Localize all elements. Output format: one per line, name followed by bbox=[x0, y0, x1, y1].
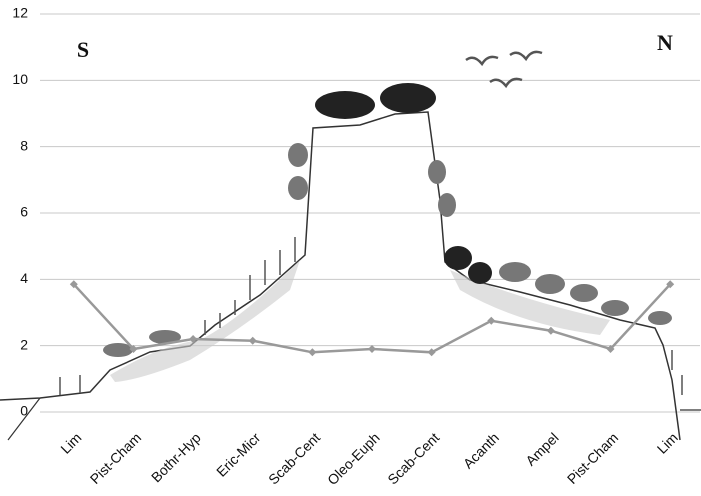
marker bbox=[487, 316, 496, 325]
annotation: S bbox=[77, 37, 89, 62]
marker bbox=[189, 335, 198, 344]
marker bbox=[546, 326, 555, 335]
vegetation-profile bbox=[0, 50, 701, 441]
x-tick-label: Acanth bbox=[460, 429, 502, 471]
y-tick-label: 8 bbox=[20, 137, 28, 153]
x-tick-label: Oleo-Euph bbox=[324, 429, 383, 488]
marker bbox=[308, 348, 317, 357]
x-tick-label: Lim bbox=[654, 429, 681, 456]
y-tick-label: 0 bbox=[20, 403, 28, 419]
x-tick-label: Eric-Micr bbox=[213, 429, 264, 480]
x-tick-label: Pist-Cham bbox=[87, 429, 145, 487]
x-tick-label: Lim bbox=[57, 429, 84, 456]
marker bbox=[248, 336, 257, 345]
marker bbox=[606, 344, 615, 353]
marker bbox=[129, 344, 138, 353]
x-tick-label: Pist-Cham bbox=[564, 429, 622, 487]
marker bbox=[368, 344, 376, 353]
x-tick-label: Bothr-Hyp bbox=[148, 429, 204, 485]
marker bbox=[427, 348, 436, 357]
x-tick-label: Scab-Cent bbox=[384, 429, 442, 487]
y-tick-label: 4 bbox=[20, 270, 28, 286]
annotation: N bbox=[657, 30, 673, 55]
y-tick-label: 6 bbox=[20, 204, 28, 220]
y-tick-label: 2 bbox=[20, 336, 28, 352]
marker bbox=[666, 280, 675, 289]
y-tick-label: 10 bbox=[12, 71, 28, 87]
x-tick-label: Ampel bbox=[522, 429, 561, 468]
marker bbox=[69, 280, 78, 289]
y-tick-label: 12 bbox=[12, 5, 28, 21]
x-tick-label: Scab-Cent bbox=[265, 429, 323, 487]
